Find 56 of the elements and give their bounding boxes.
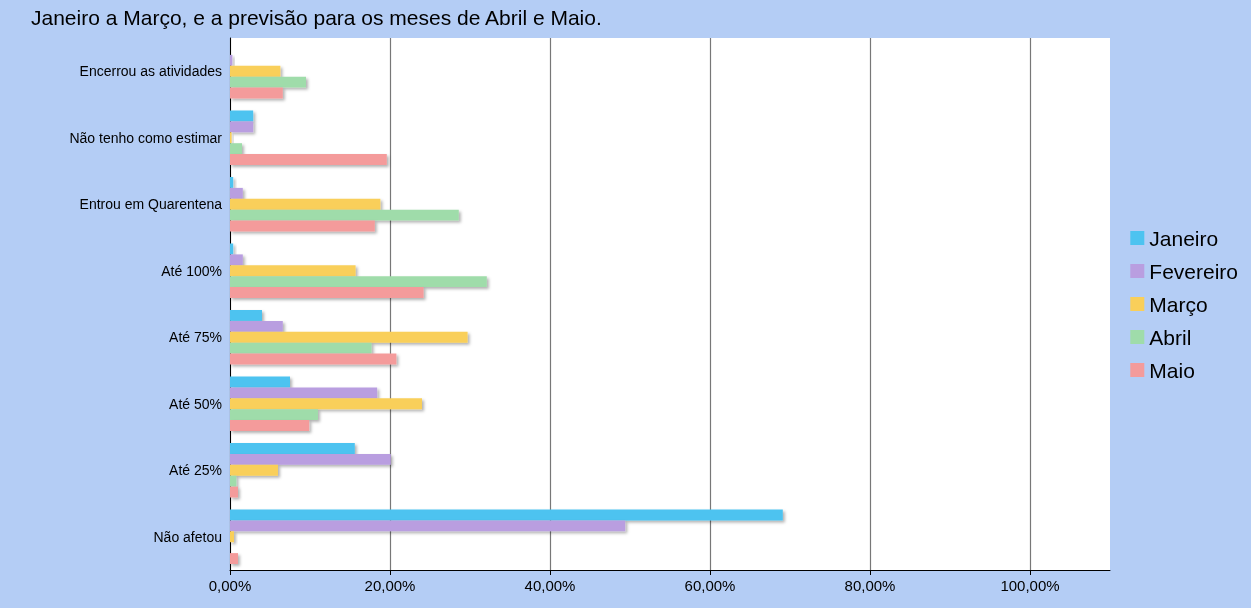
bar — [230, 220, 375, 232]
x-tick-label: 100,00% — [1000, 577, 1060, 594]
bar — [230, 331, 468, 343]
x-tick-label: 0,00% — [208, 577, 252, 594]
bar — [230, 209, 459, 221]
bar — [230, 143, 242, 155]
bar — [230, 509, 783, 521]
y-tick-label: Entrou em Quarentena — [79, 196, 223, 213]
bar — [230, 376, 290, 388]
bar — [230, 287, 424, 299]
bar — [230, 520, 626, 532]
bar — [230, 553, 238, 565]
x-tick-label: 80,00% — [844, 577, 896, 594]
bar — [230, 265, 356, 277]
legend-label: Maio — [1149, 358, 1195, 382]
bar — [230, 453, 391, 465]
bar — [230, 531, 234, 543]
bar — [230, 154, 387, 166]
bar — [230, 464, 278, 476]
y-tick-label: Até 50% — [169, 395, 222, 412]
y-tick-label: Até 100% — [161, 262, 222, 279]
legend-label: Janeiro — [1149, 226, 1219, 250]
legend-label: Fevereiro — [1149, 259, 1239, 283]
bar — [230, 486, 238, 498]
bar — [230, 398, 422, 410]
bar — [230, 442, 355, 454]
bar — [230, 342, 372, 354]
bar — [230, 243, 234, 255]
y-tick-label: Não tenho como estimar — [69, 129, 223, 146]
bar — [230, 475, 237, 487]
legend-label: Março — [1149, 292, 1208, 316]
y-tick-label: Até 25% — [169, 462, 222, 479]
x-tick-label: 20,00% — [364, 577, 416, 594]
y-tick-label: Até 75% — [169, 329, 222, 346]
x-tick-label: 40,00% — [524, 577, 576, 594]
bar — [230, 176, 234, 188]
y-tick-label: Não afetou — [153, 528, 222, 545]
x-tick-label: 60,00% — [684, 577, 736, 594]
chart-title: Janeiro a Março, e a previsão para os meses de Abril e Maio. — [31, 6, 602, 29]
bar — [230, 198, 381, 210]
bar — [230, 87, 283, 99]
bar — [230, 353, 397, 365]
bar — [230, 276, 487, 288]
bar — [230, 121, 254, 133]
bar — [230, 76, 306, 88]
bar — [230, 187, 243, 199]
bar — [230, 420, 310, 432]
bar — [230, 409, 318, 421]
bar — [230, 254, 243, 266]
legend-label: Abril — [1149, 325, 1192, 349]
y-tick-label: Encerrou as atividades — [79, 63, 222, 80]
bar — [230, 309, 262, 321]
bar — [230, 320, 283, 332]
bar — [230, 65, 281, 77]
bar — [230, 110, 254, 122]
bar — [230, 387, 378, 399]
